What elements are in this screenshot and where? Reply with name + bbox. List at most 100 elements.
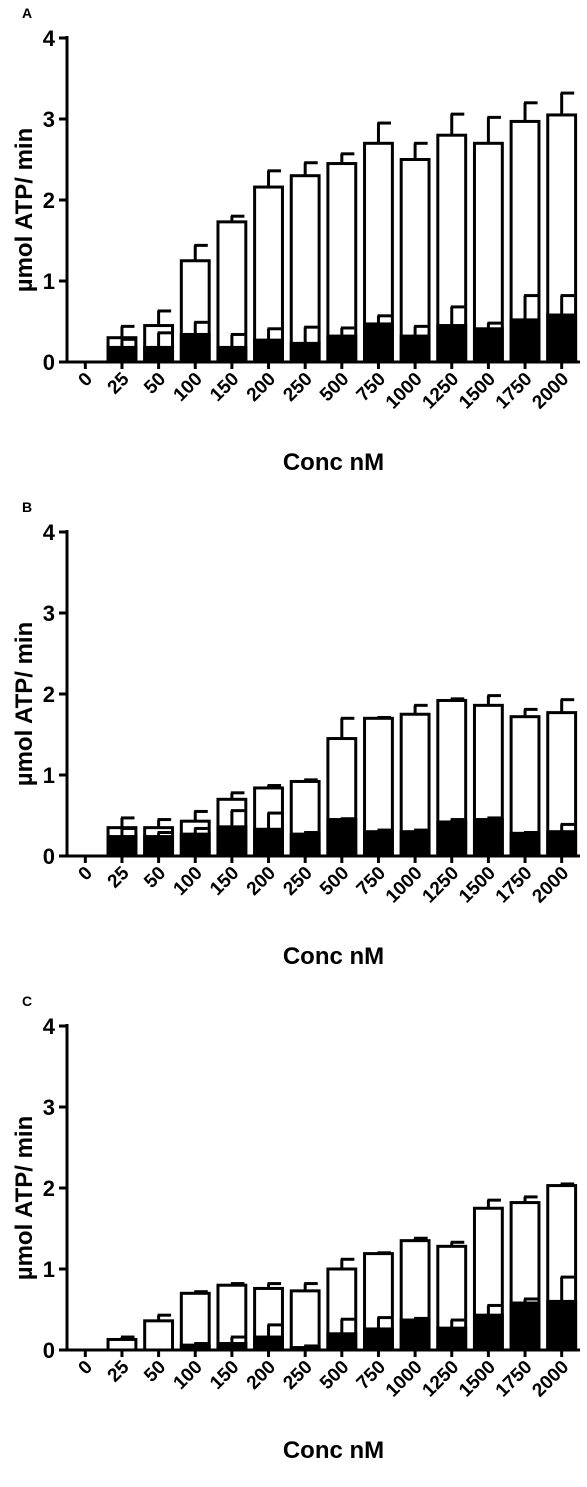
black-bar-750 [363,1327,394,1352]
y-tick-label-3: 3 [43,107,55,132]
y-axis-title: µmol ATP/ min [11,622,38,787]
black-bar-1000 [399,1318,431,1352]
black-bar-150 [216,345,248,364]
x-tick-label-1750: 1750 [492,369,537,414]
white-bar-25 [106,1337,138,1352]
black-bar-200 [253,827,284,858]
white-bar-50 [143,1319,175,1352]
black-bar-1500 [472,327,504,364]
x-tick-label-250: 250 [279,863,316,900]
y-tick-label-2: 2 [43,682,55,707]
black-bar-50 [143,835,175,858]
y-tick-label-2: 2 [43,1176,55,1201]
x-tick-label-1500: 1500 [455,1357,500,1402]
black-bar-200 [253,338,284,364]
x-tick-label-150: 150 [206,369,243,406]
black-bar-1750 [509,831,541,858]
panel-b: B 0 1 2 3 4 0 25 50 100 150 200 250 500 750 1000 1250 150… [0,494,587,988]
white-bar-250 [289,1289,321,1352]
x-tick-label-2000: 2000 [528,1357,573,1402]
black-bar-100 [179,832,211,858]
y-tick-label-0: 0 [43,350,55,375]
x-tick-label-1750: 1750 [492,1357,537,1402]
black-bar-1750 [509,318,541,364]
y-tick-label-0: 0 [43,844,55,869]
black-bar-150 [216,825,248,858]
black-bar-250 [289,341,321,364]
x-axis-title: Conc nM [283,1437,384,1464]
y-tick-label-0: 0 [43,1338,55,1363]
black-bar-500 [326,334,358,364]
x-tick-label-200: 200 [243,863,280,900]
panel-c: C 0 1 2 3 4 0 25 50 100 150 200 250 500 750 1000 1250 150… [0,988,587,1482]
black-bar-1500 [472,818,504,858]
x-tick-label-150: 150 [206,1357,243,1394]
black-bar-500 [326,818,358,858]
x-tick-label-1000: 1000 [382,1357,427,1402]
x-tick-label-25: 25 [104,1356,134,1386]
x-axis-title: Conc nM [283,943,384,970]
x-tick-label-1000: 1000 [382,369,427,414]
x-tick-label-1250: 1250 [419,863,464,908]
x-tick-label-150: 150 [206,863,243,900]
x-tick-label-2000: 2000 [528,863,573,908]
black-bar-750 [363,322,394,364]
black-bar-100 [179,332,211,364]
x-axis-title: Conc nM [283,449,384,476]
x-tick-label-50: 50 [140,369,170,399]
black-bar-2000 [546,1299,578,1352]
x-tick-label-0: 0 [75,1357,97,1379]
x-tick-label-1000: 1000 [382,863,427,908]
y-axis-title: µmol ATP/ min [11,1116,38,1281]
y-axis-title: µmol ATP/ min [11,128,38,293]
x-tick-label-500: 500 [316,863,353,900]
black-bar-1500 [472,1313,504,1352]
black-bar-25 [106,835,138,858]
black-bar-25 [106,345,138,364]
y-tick-label-1: 1 [43,269,55,294]
x-tick-label-100: 100 [170,863,207,900]
black-bar-500 [326,1332,358,1352]
white-bar-100 [179,1291,211,1352]
x-tick-label-250: 250 [279,1357,316,1394]
x-tick-label-200: 200 [243,1357,280,1394]
black-bar-1750 [509,1301,541,1352]
x-tick-label-1500: 1500 [455,369,500,414]
panel-letter: B [22,499,32,515]
panel-letter: C [22,993,32,1009]
black-bar-250 [289,832,321,858]
y-tick-label-3: 3 [43,1095,55,1120]
panel-a: A 0 1 2 3 4 0 25 50 100 150 200 250 500 750 1000 1250 150… [0,0,587,494]
black-bar-50 [143,345,175,364]
x-tick-label-25: 25 [104,368,134,398]
black-bar-1000 [399,830,431,858]
panel-letter: A [22,5,32,21]
x-tick-label-0: 0 [75,369,97,391]
x-tick-label-1500: 1500 [455,863,500,908]
x-tick-label-200: 200 [243,369,280,406]
x-tick-label-1750: 1750 [492,863,537,908]
y-tick-label-1: 1 [43,1257,55,1282]
x-tick-label-500: 500 [316,1357,353,1394]
x-tick-label-100: 100 [170,369,207,406]
y-tick-label-4: 4 [43,26,56,51]
x-tick-label-500: 500 [316,369,353,406]
x-tick-label-0: 0 [75,863,97,885]
x-tick-label-1250: 1250 [419,369,464,414]
black-bar-1250 [436,1326,468,1352]
black-bar-2000 [546,313,578,364]
y-tick-label-4: 4 [43,520,56,545]
black-bar-2000 [546,830,578,858]
x-tick-label-25: 25 [104,862,134,892]
x-tick-label-50: 50 [140,863,170,893]
black-bar-1250 [436,324,468,364]
y-tick-label-3: 3 [43,601,55,626]
black-bar-200 [253,1335,284,1352]
x-tick-label-50: 50 [140,1357,170,1387]
x-tick-label-1250: 1250 [419,1357,464,1402]
black-bar-1000 [399,334,431,364]
